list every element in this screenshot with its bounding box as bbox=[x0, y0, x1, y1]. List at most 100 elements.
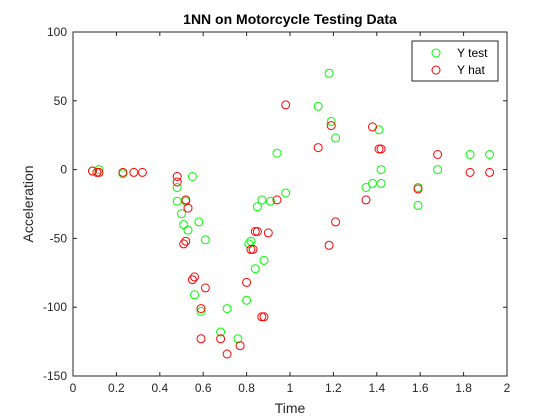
data-point bbox=[250, 227, 260, 236]
data-point bbox=[361, 183, 371, 192]
data-point bbox=[465, 150, 475, 159]
legend-entry: Y test bbox=[457, 46, 488, 60]
data-point bbox=[257, 312, 267, 322]
data-point bbox=[196, 304, 206, 314]
data-point bbox=[183, 225, 193, 235]
data-points bbox=[88, 68, 495, 359]
data-point bbox=[137, 167, 147, 177]
data-point bbox=[485, 167, 495, 177]
data-point bbox=[413, 184, 423, 194]
data-point bbox=[281, 188, 291, 198]
data-point bbox=[183, 203, 193, 213]
data-point bbox=[433, 150, 443, 159]
y-axis-label: Acceleration bbox=[20, 165, 36, 242]
data-point bbox=[361, 195, 371, 205]
data-point bbox=[200, 283, 210, 293]
data-point bbox=[433, 165, 443, 175]
y-tick-label: 0 bbox=[60, 163, 67, 177]
data-point bbox=[263, 228, 273, 238]
data-point bbox=[222, 349, 232, 359]
x-tick-label: 0.2 bbox=[108, 381, 125, 395]
data-point bbox=[196, 334, 206, 344]
data-point bbox=[313, 101, 323, 111]
data-point bbox=[368, 122, 377, 132]
plot-area bbox=[73, 32, 507, 376]
data-point bbox=[172, 177, 182, 187]
data-point bbox=[172, 183, 182, 192]
data-point bbox=[324, 68, 334, 78]
data-point bbox=[376, 144, 386, 154]
x-tick-label: 1.8 bbox=[455, 381, 472, 395]
data-point bbox=[376, 178, 386, 188]
data-point bbox=[368, 178, 377, 188]
data-point bbox=[181, 195, 191, 205]
data-point bbox=[374, 144, 384, 154]
data-point bbox=[179, 220, 189, 230]
data-point bbox=[326, 116, 336, 126]
data-point bbox=[376, 165, 386, 175]
y-tick-label: -150 bbox=[43, 369, 67, 383]
data-point bbox=[244, 239, 254, 249]
data-point bbox=[88, 166, 97, 176]
data-point bbox=[324, 240, 334, 250]
series-y-test bbox=[88, 68, 495, 344]
x-tick-label: 1 bbox=[287, 381, 294, 395]
data-point bbox=[179, 239, 189, 249]
data-point bbox=[129, 167, 139, 177]
x-tick-label: 0 bbox=[70, 381, 77, 395]
data-point bbox=[413, 200, 423, 210]
x-tick-label: 1.6 bbox=[412, 381, 429, 395]
tick-labels: 0 0.2 0.4 0.6 0.8 1 1.2 1.4 1.6 1.8 2 -150 -100 -50 0 5… bbox=[43, 25, 511, 395]
data-point bbox=[252, 202, 262, 212]
data-point bbox=[248, 244, 258, 254]
data-point bbox=[252, 227, 262, 236]
data-point bbox=[190, 272, 199, 282]
data-point bbox=[259, 312, 269, 322]
data-point bbox=[216, 327, 226, 337]
data-point bbox=[242, 295, 252, 305]
data-point bbox=[172, 196, 182, 206]
data-point bbox=[196, 306, 206, 316]
chart-title: 1NN on Motorcycle Testing Data bbox=[183, 11, 397, 27]
data-point bbox=[92, 167, 102, 177]
data-point bbox=[266, 196, 275, 206]
y-tick-label: 50 bbox=[54, 94, 68, 108]
data-point bbox=[250, 264, 260, 274]
data-point bbox=[172, 172, 182, 181]
legend-marker bbox=[431, 65, 441, 75]
legend: Y test Y hat bbox=[411, 40, 499, 82]
y-tick-label: 100 bbox=[47, 25, 67, 39]
data-point bbox=[242, 277, 252, 287]
x-tick-label: 1.4 bbox=[368, 381, 385, 395]
data-point bbox=[235, 341, 245, 351]
data-point bbox=[200, 235, 210, 245]
x-tick-label: 2 bbox=[504, 381, 511, 395]
data-point bbox=[177, 209, 186, 219]
x-tick-label: 0.4 bbox=[151, 381, 168, 395]
legend-entry: Y hat bbox=[457, 63, 485, 77]
data-point bbox=[118, 167, 128, 177]
legend-box bbox=[411, 40, 499, 82]
legend-marker bbox=[431, 48, 441, 58]
data-point bbox=[233, 334, 243, 344]
data-point bbox=[246, 244, 256, 254]
data-point bbox=[187, 172, 197, 181]
x-tick-label: 0.8 bbox=[238, 381, 255, 395]
data-point bbox=[281, 100, 291, 110]
data-point bbox=[94, 165, 104, 175]
data-point bbox=[190, 290, 199, 300]
x-axis-label: Time bbox=[275, 400, 306, 416]
data-point bbox=[259, 255, 269, 265]
data-point bbox=[331, 217, 341, 227]
data-point bbox=[181, 236, 191, 246]
data-point bbox=[326, 121, 336, 131]
data-point bbox=[194, 217, 204, 227]
x-tick-label: 0.6 bbox=[195, 381, 212, 395]
axes bbox=[72, 31, 508, 377]
y-tick-label: -50 bbox=[50, 231, 68, 245]
data-point bbox=[216, 334, 226, 344]
data-point bbox=[94, 167, 104, 177]
data-point bbox=[272, 195, 282, 205]
data-point bbox=[272, 148, 282, 158]
